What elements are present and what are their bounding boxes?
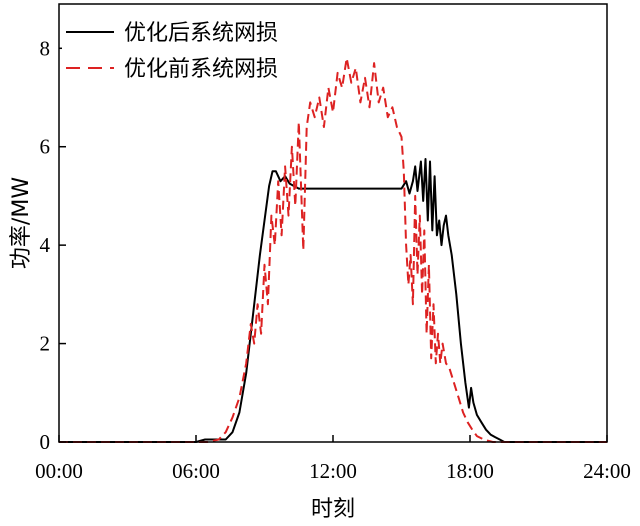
legend: 优化后系统网损 优化前系统网损 <box>62 8 327 84</box>
y-tick-label: 2 <box>40 332 51 356</box>
x-axis-label: 时刻 <box>311 497 355 522</box>
legend-label-before: 优化前系统网损 <box>124 57 278 82</box>
x-tick-label: 24:00 <box>583 459 631 483</box>
legend-label-after: 优化后系统网损 <box>124 21 278 46</box>
x-tick-label: 18:00 <box>446 459 494 483</box>
series-line-before <box>59 57 607 443</box>
x-tick-label: 00:00 <box>35 459 83 483</box>
y-tick-label: 6 <box>40 135 51 159</box>
x-tick-label: 06:00 <box>172 459 220 483</box>
y-tick-label: 8 <box>40 36 51 60</box>
y-axis-label: 功率/MW <box>9 177 34 269</box>
tick-layer: 00:00 06:00 12:00 18:00 24:00 0 2 4 6 8 <box>35 36 631 483</box>
x-tick-label: 12:00 <box>309 459 357 483</box>
y-tick-label: 4 <box>40 233 51 257</box>
legend-box <box>62 8 327 84</box>
series-layer <box>59 57 607 443</box>
series-line-after <box>59 158 607 443</box>
y-tick-label: 0 <box>40 430 51 454</box>
